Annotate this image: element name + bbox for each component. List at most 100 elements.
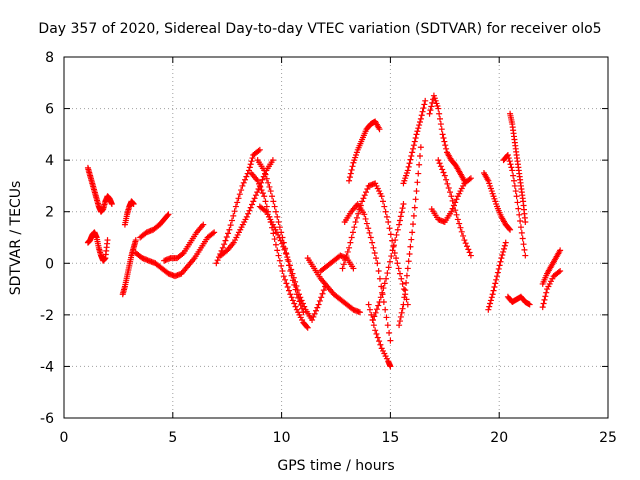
data-point bbox=[267, 188, 274, 195]
data-point-interp bbox=[247, 161, 254, 168]
data-point-interp bbox=[290, 274, 297, 281]
data-point-interp bbox=[263, 175, 270, 182]
data-point-interp bbox=[514, 199, 521, 206]
data-point-interp bbox=[505, 155, 512, 162]
data-point-interp bbox=[275, 252, 282, 259]
data-point-interp bbox=[255, 147, 262, 154]
data-point-interp bbox=[284, 284, 291, 291]
data-point-interp bbox=[428, 103, 435, 110]
data-point bbox=[557, 268, 564, 275]
data-point-interp bbox=[247, 204, 254, 211]
data-point bbox=[346, 177, 353, 184]
data-point-interp bbox=[348, 234, 355, 241]
data-point-interp bbox=[363, 220, 370, 227]
data-point-interp bbox=[540, 300, 547, 307]
data-point-interp bbox=[365, 225, 372, 232]
data-point bbox=[367, 234, 374, 241]
data-point-interp bbox=[249, 201, 256, 208]
series-arc13 bbox=[304, 255, 363, 316]
data-point-interp bbox=[465, 246, 472, 253]
data-point-interp bbox=[383, 213, 390, 220]
data-point bbox=[526, 301, 533, 308]
data-point bbox=[494, 273, 501, 280]
data-point-interp bbox=[453, 196, 460, 203]
data-point-interp bbox=[384, 270, 391, 277]
data-point bbox=[522, 219, 529, 226]
data-point-interp bbox=[441, 138, 448, 145]
data-point bbox=[352, 219, 359, 226]
data-point-interp bbox=[286, 262, 293, 269]
data-point bbox=[256, 146, 263, 153]
data-point-interp bbox=[376, 275, 383, 282]
data-point-interp bbox=[386, 225, 393, 232]
data-point-interp bbox=[407, 156, 414, 163]
data-point bbox=[448, 208, 455, 215]
data-point-interp bbox=[283, 280, 290, 287]
data-point-interp bbox=[466, 176, 473, 183]
data-point-interp bbox=[364, 186, 371, 193]
data-point bbox=[467, 175, 474, 182]
data-point-interp bbox=[496, 262, 503, 269]
data-point-interp bbox=[500, 245, 507, 252]
data-point-interp bbox=[320, 287, 327, 294]
data-point bbox=[504, 151, 511, 158]
data-point bbox=[200, 221, 207, 228]
data-point bbox=[304, 324, 311, 331]
series-arc5 bbox=[132, 229, 218, 280]
data-point-interp bbox=[414, 179, 421, 186]
data-point-interp bbox=[288, 294, 295, 301]
data-point-interp bbox=[280, 243, 287, 250]
x-tick-label: 15 bbox=[381, 430, 399, 446]
data-point-interp bbox=[373, 330, 380, 337]
data-point bbox=[219, 244, 226, 251]
data-point bbox=[387, 363, 394, 370]
data-point bbox=[400, 200, 407, 207]
data-point-interp bbox=[375, 268, 382, 275]
series-arc25 bbox=[480, 170, 514, 233]
data-point-interp bbox=[486, 303, 493, 310]
data-point-interp bbox=[179, 251, 186, 258]
data-point-interp bbox=[488, 294, 495, 301]
data-point-interp bbox=[412, 196, 419, 203]
data-point bbox=[489, 291, 496, 298]
series-arc31 bbox=[539, 268, 564, 311]
data-point-interp bbox=[279, 240, 286, 247]
data-point-interp bbox=[380, 198, 387, 205]
data-point-interp bbox=[412, 134, 419, 141]
data-point-interp bbox=[403, 272, 410, 279]
data-point bbox=[383, 275, 390, 282]
data-point bbox=[261, 193, 268, 200]
series-arc8 bbox=[213, 146, 263, 267]
data-point bbox=[359, 198, 366, 205]
data-point-interp bbox=[401, 294, 408, 301]
data-point bbox=[315, 301, 322, 308]
data-point-interp bbox=[403, 279, 410, 286]
data-point-interp bbox=[382, 208, 389, 215]
data-point-interp bbox=[382, 306, 389, 313]
data-point-interp bbox=[456, 220, 463, 227]
data-point-interp bbox=[411, 204, 418, 211]
data-point-interp bbox=[408, 153, 415, 160]
data-point-interp bbox=[347, 239, 354, 246]
data-point-interp bbox=[507, 161, 514, 168]
chart-title: Day 357 of 2020, Sidereal Day-to-day VTE… bbox=[38, 21, 601, 37]
data-point-interp bbox=[375, 302, 382, 309]
data-point-interp bbox=[396, 318, 403, 325]
data-point-interp bbox=[447, 189, 454, 196]
data-point-interp bbox=[458, 228, 465, 235]
data-point-interp bbox=[279, 268, 286, 275]
data-point-interp bbox=[298, 297, 305, 304]
series-arc19 bbox=[369, 200, 407, 324]
data-point-interp bbox=[265, 179, 272, 186]
data-point-interp bbox=[362, 215, 369, 222]
data-point bbox=[413, 188, 420, 195]
data-point-interp bbox=[246, 207, 253, 214]
data-point-interp bbox=[516, 211, 523, 218]
series-arc7 bbox=[161, 221, 207, 264]
data-point-interp bbox=[277, 237, 284, 244]
data-point bbox=[417, 144, 424, 151]
data-point-interp bbox=[395, 265, 402, 272]
data-point bbox=[378, 193, 385, 200]
data-point-interp bbox=[342, 257, 349, 264]
